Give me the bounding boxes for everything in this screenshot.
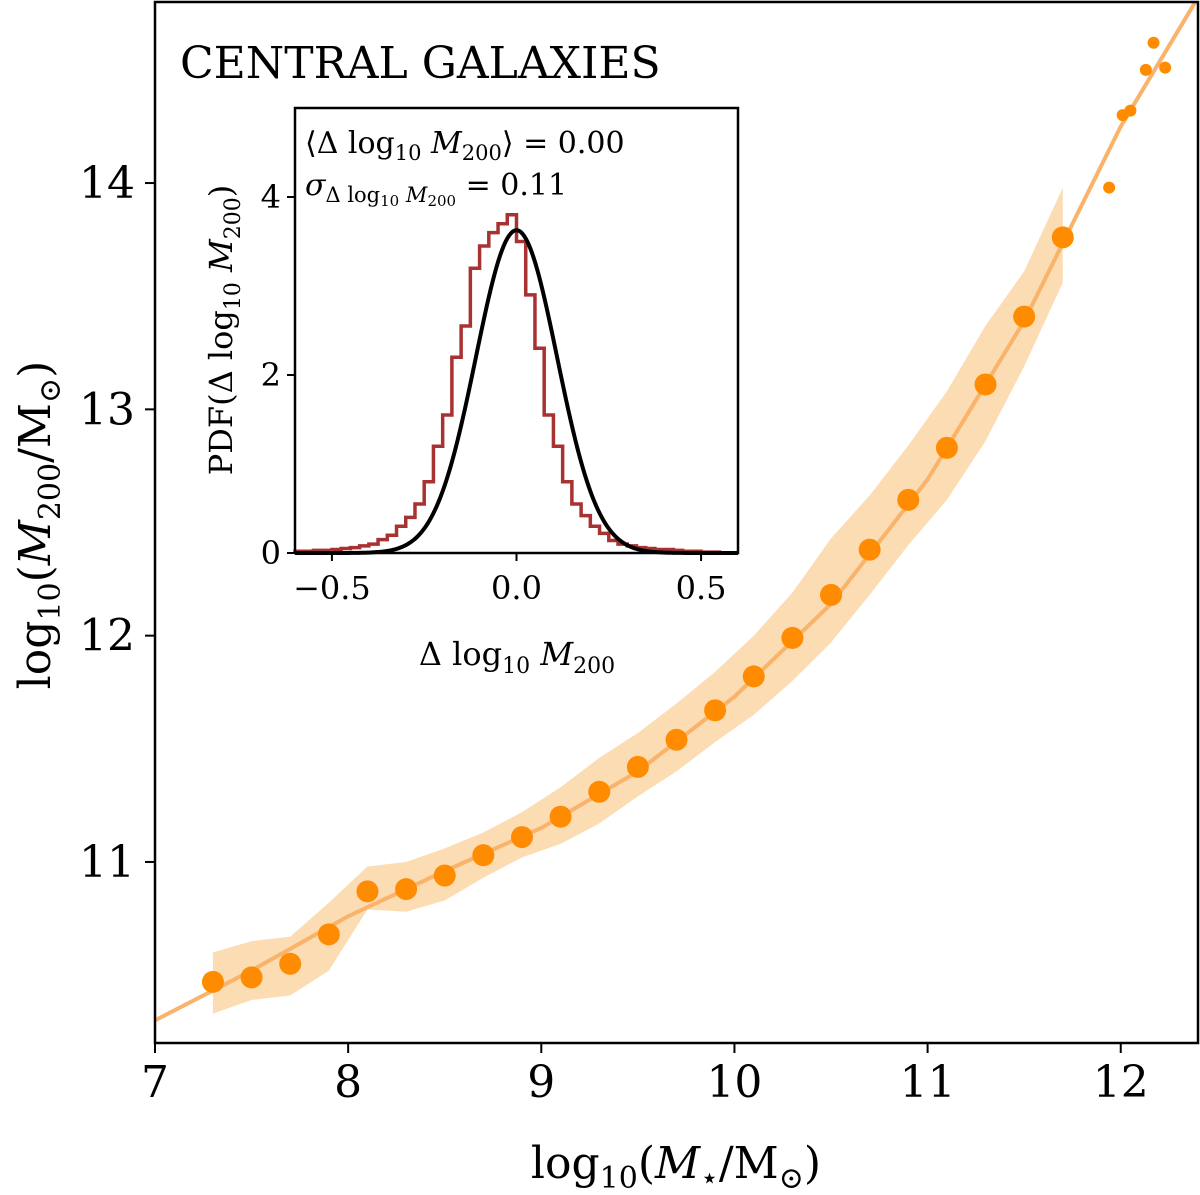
y-axis-label: log10(M200/M⊙) <box>10 361 68 690</box>
scatter-band <box>212 187 1063 1014</box>
inset-y-tick-label: 0 <box>261 534 281 572</box>
data-points-layer <box>201 226 1074 993</box>
data-point <box>935 436 958 459</box>
x-tick-label: 12 <box>1093 1057 1149 1108</box>
data-point <box>317 923 340 946</box>
chart-title: CENTRAL GALAXIES <box>180 38 661 89</box>
data-point <box>897 488 920 511</box>
data-point <box>781 626 804 649</box>
inset-y-axis-label: PDF(Δ log10 M200) <box>202 185 246 476</box>
massive-central-point <box>1147 36 1160 49</box>
data-point <box>1013 305 1036 328</box>
inset-background <box>295 108 738 553</box>
data-point <box>356 880 379 903</box>
data-point <box>858 538 881 561</box>
data-point <box>974 373 997 396</box>
inset-x-axis-label: Δ log10 M200 <box>419 635 615 679</box>
inset-y-ticks: 0 2 4 <box>261 178 295 572</box>
x-tick-label: 10 <box>706 1057 762 1108</box>
inset-plot: −0.5 0.0 0.5 024 ⟨Δ log10 M200⟩ = 0.00 σΔ … <box>202 106 740 679</box>
inset-x-ticks: −0.5 0.0 0.5 <box>293 553 727 607</box>
data-point <box>433 864 456 887</box>
data-point <box>1051 226 1074 249</box>
inset-y-tick-label: 2 <box>261 356 281 394</box>
inset-x-tick-label: 0.0 <box>491 569 542 607</box>
massive-central-point <box>1139 63 1152 76</box>
x-tick-label: 9 <box>527 1057 555 1108</box>
inset-sigma-annotation: σΔ log10 M200 = 0.11 <box>305 168 567 210</box>
data-point <box>240 966 263 989</box>
data-point <box>626 755 649 778</box>
data-point <box>820 583 843 606</box>
inset-x-tick-label: −0.5 <box>293 569 371 607</box>
data-point <box>395 878 418 901</box>
data-point <box>742 665 765 688</box>
massive-central-point <box>1124 104 1137 117</box>
extra-points-layer <box>1103 36 1172 194</box>
inset-x-tick-label: 0.5 <box>676 569 727 607</box>
y-tick-label: 11 <box>79 837 135 888</box>
data-point <box>201 970 224 993</box>
x-axis-label: log10(M⋆/M⊙) <box>531 1138 821 1195</box>
x-axis-ticks: 7 8 9 10 11 12 <box>141 1043 1149 1108</box>
y-axis-ticks: 11 12 13 14 <box>79 158 155 888</box>
massive-central-point <box>1159 61 1172 74</box>
y-tick-label: 14 <box>79 158 135 209</box>
data-point <box>704 699 727 722</box>
massive-central-point <box>1103 181 1116 194</box>
y-tick-label: 13 <box>79 384 135 435</box>
inset-y-tick-label: 4 <box>261 178 281 216</box>
x-tick-label: 8 <box>334 1057 362 1108</box>
y-tick-label: 12 <box>79 611 135 662</box>
data-point <box>510 826 533 849</box>
data-point <box>549 805 572 828</box>
data-point <box>472 844 495 867</box>
data-point <box>588 780 611 803</box>
data-point <box>279 952 302 975</box>
data-point <box>665 728 688 751</box>
scatter-band-layer <box>212 187 1063 1014</box>
main-plot: 7 8 9 10 11 12 11 12 13 14 CENTRAL GALAXIES <box>79 0 1200 1108</box>
x-tick-label: 11 <box>900 1057 956 1108</box>
x-tick-label: 7 <box>141 1057 169 1108</box>
main-plot-frame <box>153 0 1200 1045</box>
